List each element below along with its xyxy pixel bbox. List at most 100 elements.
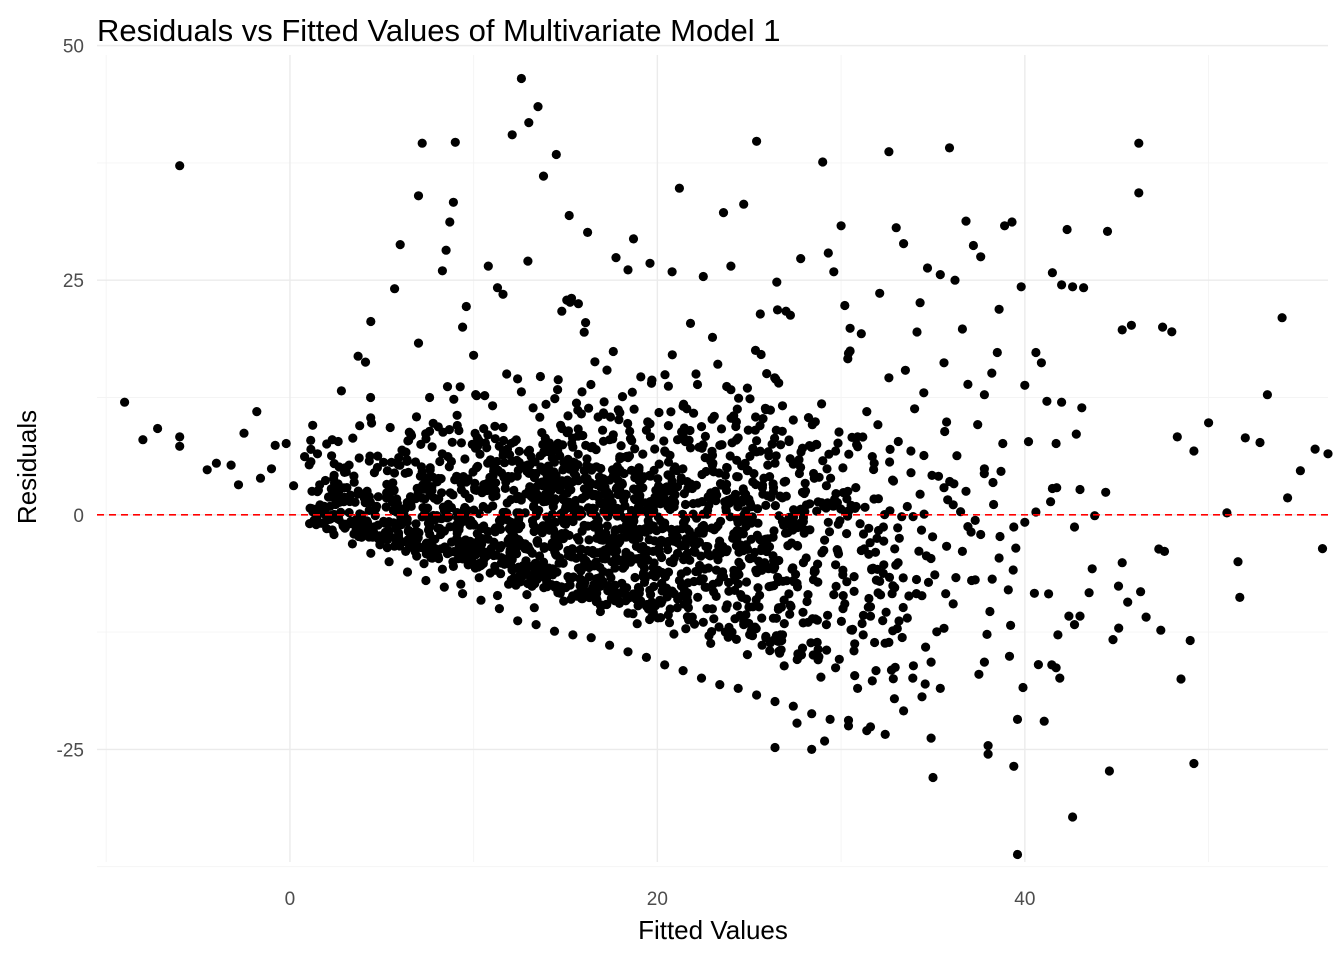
data-point <box>479 480 489 490</box>
data-point <box>364 505 374 515</box>
data-point <box>333 479 343 489</box>
data-point <box>1176 674 1186 684</box>
data-point <box>490 565 500 575</box>
data-point <box>643 417 653 427</box>
data-point <box>957 546 968 557</box>
data-point <box>416 439 426 449</box>
data-point <box>682 612 693 622</box>
data-point <box>742 383 753 393</box>
data-point <box>1204 418 1214 428</box>
data-point <box>379 457 389 467</box>
data-point <box>979 390 990 400</box>
data-point <box>894 533 904 543</box>
data-point <box>650 572 660 582</box>
data-point <box>573 299 584 309</box>
data-point <box>467 439 477 449</box>
data-point <box>994 304 1004 314</box>
data-point <box>831 581 841 592</box>
data-point <box>615 408 625 418</box>
data-point <box>820 736 830 746</box>
data-point <box>610 534 620 544</box>
data-point <box>608 346 618 357</box>
data-point <box>770 742 780 753</box>
data-point <box>405 492 416 502</box>
data-point <box>834 654 844 664</box>
data-point <box>672 482 683 492</box>
data-point <box>514 512 524 522</box>
data-point <box>461 301 471 312</box>
data-point <box>696 673 707 683</box>
data-point <box>743 425 753 435</box>
data-point <box>493 465 503 475</box>
data-point <box>649 581 659 592</box>
data-point <box>498 289 508 299</box>
data-point <box>683 548 693 558</box>
data-point <box>758 414 768 424</box>
data-point <box>289 481 299 491</box>
data-point <box>722 600 732 610</box>
data-point <box>836 616 847 627</box>
data-point <box>970 515 980 526</box>
data-point <box>948 500 958 510</box>
data-point <box>738 515 749 525</box>
data-point <box>831 663 841 673</box>
data-point <box>599 397 609 407</box>
data-point <box>372 462 382 473</box>
data-point <box>700 431 711 441</box>
data-point <box>784 589 794 599</box>
data-point <box>928 772 938 783</box>
data-point <box>985 606 995 617</box>
data-point <box>1012 714 1023 725</box>
data-point <box>717 440 727 450</box>
data-point <box>987 368 997 378</box>
data-point <box>591 462 602 472</box>
data-point <box>270 440 280 450</box>
data-point <box>394 453 404 463</box>
data-point <box>752 690 762 700</box>
data-point <box>693 592 703 602</box>
data-point <box>732 404 742 414</box>
data-point <box>533 536 543 546</box>
data-point <box>1020 380 1030 390</box>
data-point <box>941 589 951 599</box>
data-point <box>528 468 538 478</box>
data-point <box>911 574 922 585</box>
data-point <box>469 350 479 360</box>
data-point <box>748 553 758 563</box>
data-point <box>900 365 911 375</box>
data-point <box>669 629 679 639</box>
data-point <box>615 556 625 566</box>
data-point <box>745 394 755 404</box>
data-point <box>823 610 833 620</box>
data-point <box>939 623 949 633</box>
data-point <box>741 577 752 587</box>
data-point <box>488 401 498 411</box>
data-point <box>300 452 310 462</box>
data-point <box>594 527 604 538</box>
data-point <box>550 494 560 504</box>
data-point <box>663 567 674 577</box>
data-point <box>890 662 900 673</box>
data-point <box>724 577 734 588</box>
data-point <box>680 437 691 447</box>
data-point <box>513 492 523 502</box>
data-point <box>888 626 898 636</box>
data-point <box>789 505 799 515</box>
data-point <box>562 295 572 305</box>
data-point <box>709 614 719 624</box>
data-point <box>836 221 846 231</box>
data-point <box>402 456 412 466</box>
data-point <box>792 540 802 551</box>
data-point <box>360 357 371 367</box>
data-point <box>871 666 881 676</box>
data-point <box>973 420 983 430</box>
data-point <box>637 559 647 569</box>
data-point <box>689 408 699 418</box>
data-point <box>894 616 904 626</box>
data-point <box>456 485 466 495</box>
data-point <box>521 556 531 566</box>
data-point <box>707 414 717 424</box>
data-point <box>563 460 573 470</box>
data-point <box>820 535 830 545</box>
data-point <box>471 390 481 400</box>
